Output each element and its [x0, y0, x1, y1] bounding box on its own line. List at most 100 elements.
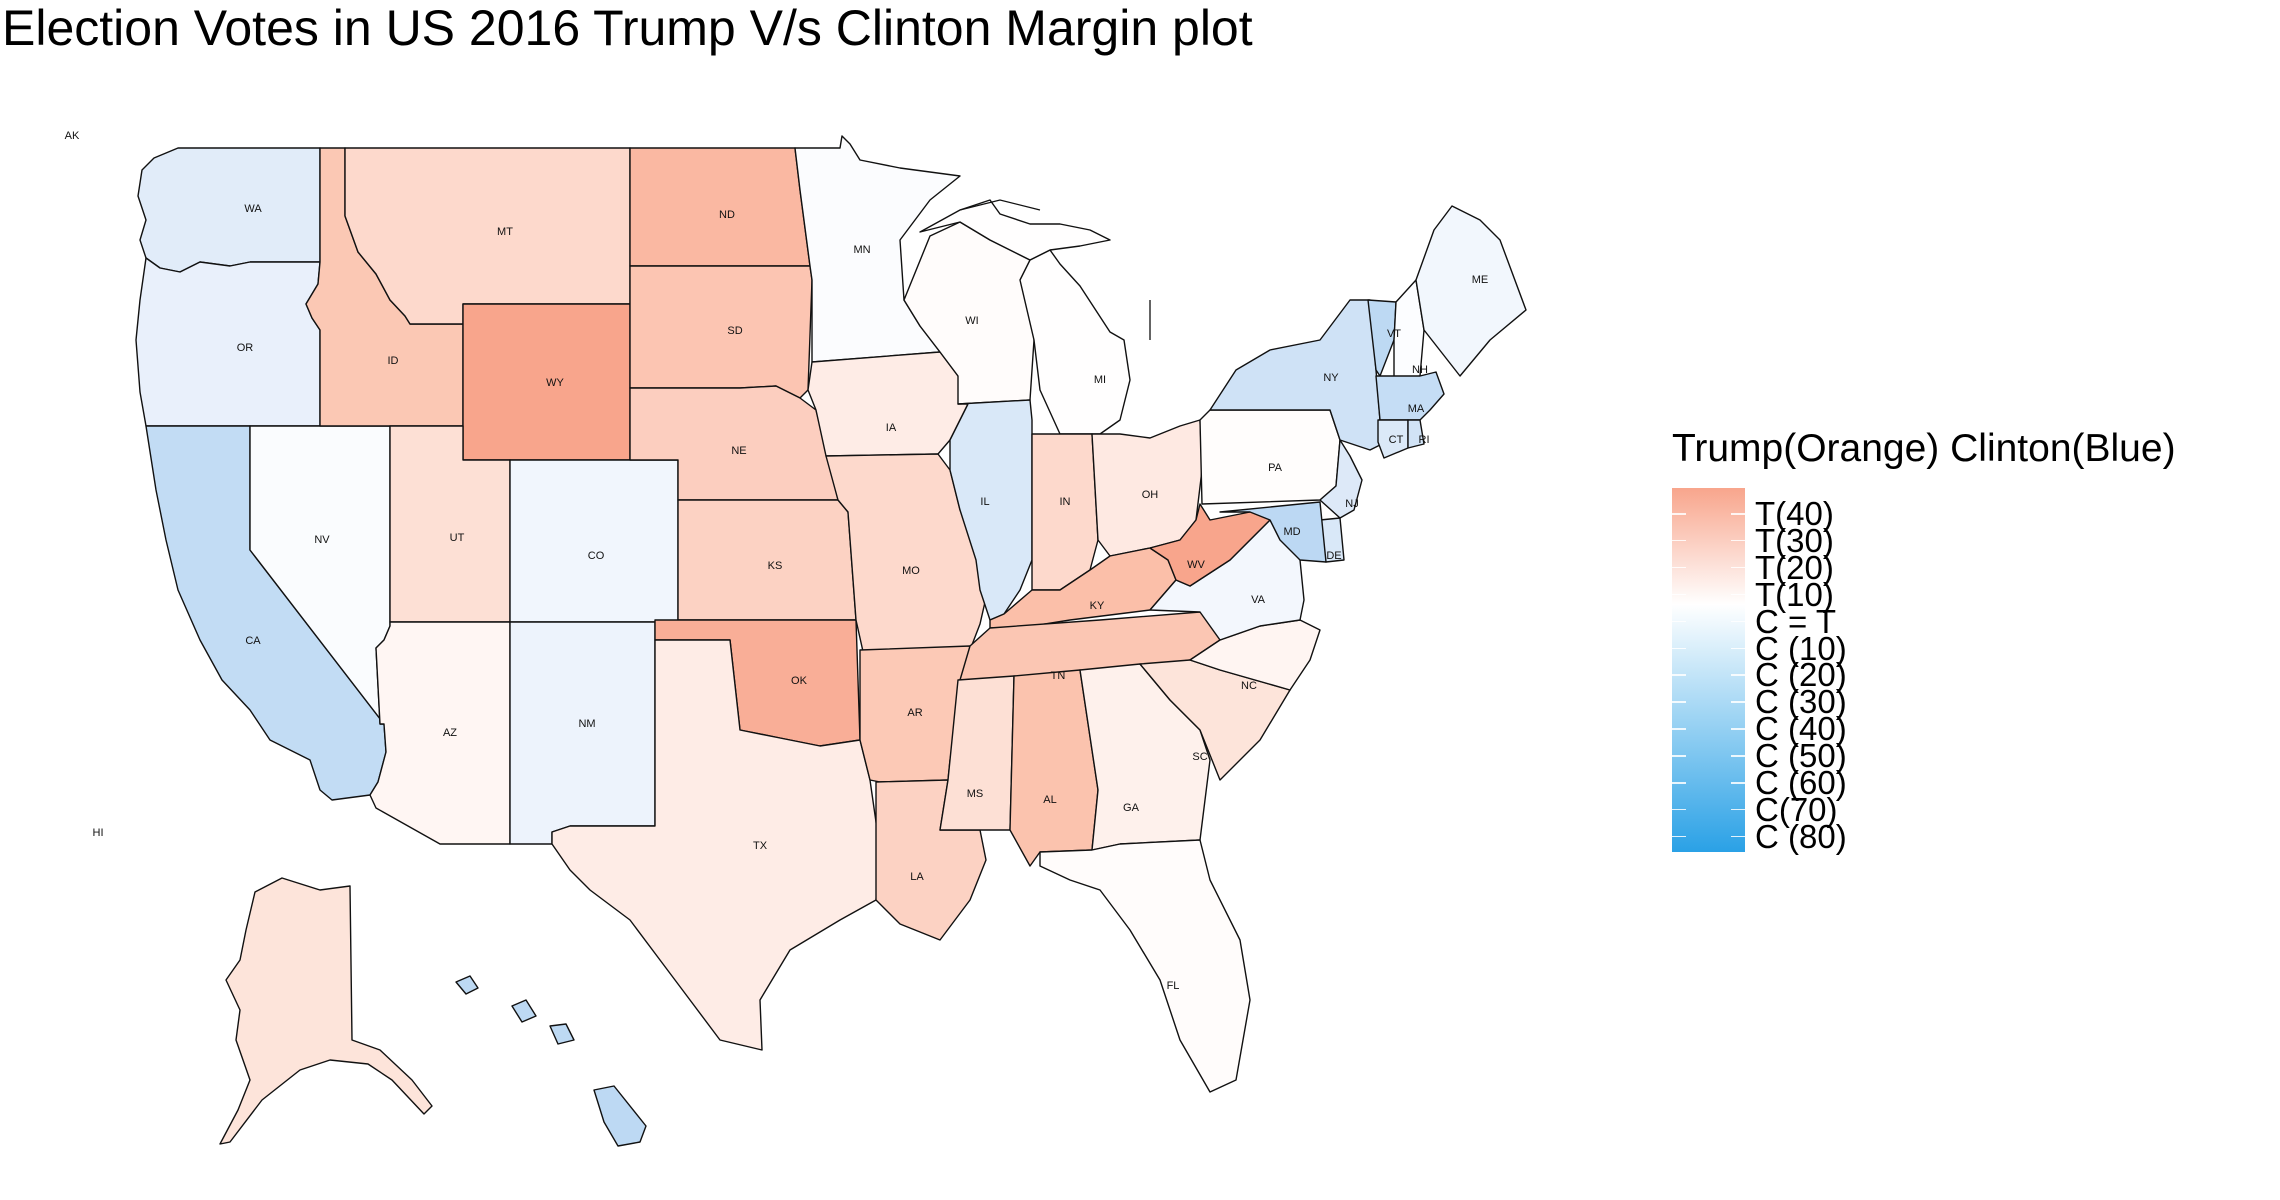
state-md [1219, 501, 1327, 563]
label-vt: VT [1387, 328, 1401, 340]
state-oh [1091, 419, 1203, 557]
state-ri [1407, 419, 1425, 449]
label-wi: WI [965, 315, 978, 327]
label-de: DE [1326, 550, 1341, 562]
state-me [1415, 205, 1527, 377]
state-vt [1367, 299, 1397, 377]
legend-tick [1672, 593, 1686, 596]
label-ri: RI [1419, 434, 1430, 446]
legend-tick [1672, 782, 1686, 784]
label-nc: NC [1241, 680, 1257, 692]
label-wv: WV [1187, 559, 1205, 571]
state-mi [1019, 249, 1131, 435]
legend-tick [1672, 808, 1686, 811]
label-ga: GA [1123, 802, 1140, 814]
legend-colorbar [1672, 488, 1745, 852]
legend-tick [1672, 701, 1686, 703]
state-hi-3 [549, 1023, 575, 1045]
label-nj: NJ [1345, 498, 1358, 510]
label-hi-inset: HI [93, 827, 104, 839]
label-in: IN [1060, 496, 1071, 508]
label-ct: CT [1389, 434, 1404, 446]
legend-tick [1672, 647, 1686, 649]
label-ia: IA [886, 422, 897, 434]
legend-label: C(70) [1755, 790, 1838, 828]
label-az: AZ [443, 727, 457, 739]
state-sd [629, 265, 813, 399]
legend-tick [1731, 835, 1745, 838]
label-wa: WA [244, 203, 262, 215]
legend-tick [1731, 782, 1745, 784]
legend-tick [1672, 755, 1686, 757]
legend-label: C (80) [1755, 817, 1847, 855]
label-sc: SC [1192, 751, 1207, 763]
legend-tick [1731, 808, 1745, 811]
label-fl: FL [1167, 980, 1180, 992]
label-nd: ND [719, 209, 735, 221]
legend-label: T(30) [1755, 521, 1834, 559]
state-labels: WA OR CA NV ID MT WY UT AZ CO NM ND SD N… [65, 130, 1489, 992]
legend-tick [1731, 513, 1745, 515]
state-nd [629, 147, 811, 267]
label-il: IL [980, 496, 989, 508]
label-ut: UT [450, 532, 465, 544]
us-map: WA OR CA NV ID MT WY UT AZ CO NM ND SD N… [65, 130, 1527, 1147]
label-tx: TX [753, 840, 768, 852]
lake-outline [959, 199, 1151, 340]
legend-label: C (10) [1755, 629, 1847, 667]
label-ks: KS [768, 560, 783, 572]
label-nh: NH [1412, 364, 1428, 376]
legend-title: Trump(Orange) Clinton(Blue) [1672, 427, 2176, 470]
map-title: Election Votes in US 2016 Trump V/s Clin… [2, 0, 1253, 56]
legend-label: C (50) [1755, 737, 1847, 775]
label-sd: SD [727, 325, 742, 337]
label-mn: MN [853, 244, 870, 256]
label-ok: OK [791, 675, 808, 687]
label-pa: PA [1268, 462, 1283, 474]
legend-tick [1731, 593, 1745, 596]
legend-label: C (30) [1755, 683, 1847, 721]
label-ca: CA [245, 635, 261, 647]
legend-label: C (20) [1755, 656, 1847, 694]
label-mo: MO [902, 565, 920, 577]
label-ny: NY [1323, 372, 1339, 384]
label-wy: WY [546, 377, 564, 389]
label-ar: AR [907, 707, 922, 719]
legend-tick [1731, 647, 1745, 649]
legend-label: T(20) [1755, 548, 1834, 586]
label-nv: NV [314, 534, 330, 546]
label-me: ME [1472, 274, 1489, 286]
legend-label: C (60) [1755, 764, 1847, 801]
state-in [1031, 433, 1099, 591]
legend-tick [1672, 674, 1686, 676]
legend-tick [1672, 728, 1686, 730]
label-md: MD [1283, 526, 1300, 538]
state-ia [807, 351, 969, 457]
state-ct [1377, 419, 1409, 459]
label-ky: KY [1090, 600, 1105, 612]
state-ak [219, 877, 433, 1145]
label-al: AL [1043, 794, 1056, 806]
legend-tick [1731, 620, 1745, 623]
state-hi-4 [593, 1085, 647, 1147]
state-hi-2 [511, 999, 537, 1023]
legend-label: C (40) [1755, 710, 1847, 748]
label-ne: NE [731, 445, 746, 457]
label-ms: MS [967, 788, 984, 800]
legend-label: T(10) [1755, 575, 1834, 613]
label-la: LA [910, 871, 924, 883]
state-mn [794, 135, 961, 363]
legend-tick [1731, 728, 1745, 730]
legend-tick [1672, 566, 1686, 569]
legend-tick [1731, 674, 1745, 676]
label-or: OR [237, 342, 254, 354]
state-nm [509, 621, 656, 845]
legend-label: T(40) [1755, 495, 1834, 532]
legend-tick [1672, 835, 1686, 838]
state-wa [137, 147, 321, 273]
label-nm: NM [578, 718, 595, 730]
state-pa [1199, 409, 1341, 505]
legend-tick [1672, 539, 1686, 542]
label-va: VA [1251, 594, 1266, 606]
legend-tick [1731, 539, 1745, 542]
